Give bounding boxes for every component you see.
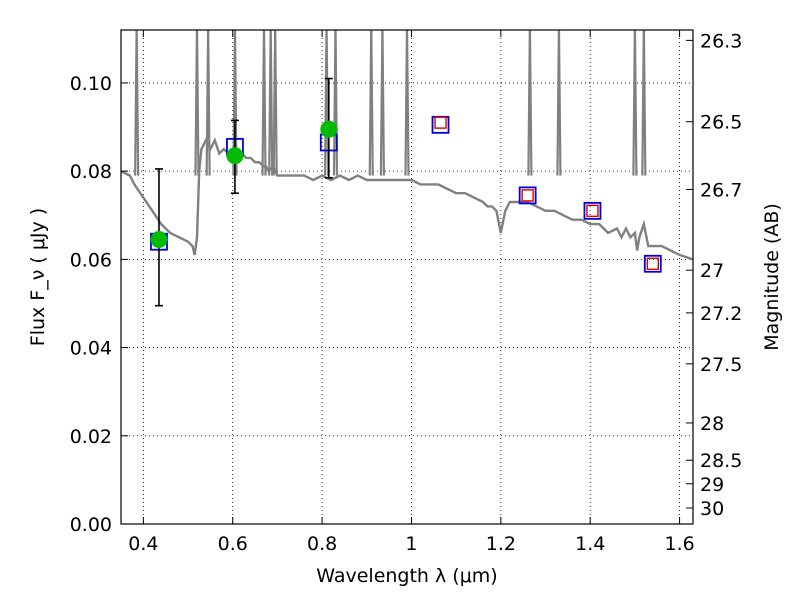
emission-spike: [272, 30, 278, 176]
emission-spike: [205, 30, 211, 176]
emission-spike: [261, 30, 267, 176]
mag-tick-label: 27.2: [700, 303, 742, 325]
x-tick-label: 1.6: [664, 533, 694, 555]
y-right-axis-title: Magnitude (AB): [761, 203, 783, 351]
mag-tick-label: 28: [700, 413, 724, 435]
x-tick-label: 1.4: [575, 533, 605, 555]
x-tick-label: 1: [405, 533, 417, 555]
emission-spike: [323, 30, 330, 176]
predicted-flux-square: [586, 204, 599, 218]
axis-ticks: 0.4 0.6 0.8 1 1.2 1.4 1.6 0.00 0.02 0.04 0.06 0.08 0…: [70, 30, 742, 555]
plot-frame: [120, 29, 694, 525]
x-tick-label: 0.8: [307, 533, 337, 555]
model-flux-square: [583, 201, 602, 220]
y-tick-label: 0.00: [70, 514, 112, 536]
x-axis-title: Wavelength λ (μm): [316, 565, 497, 587]
emission-spike: [368, 30, 374, 176]
mag-tick-label: 28.5: [700, 450, 742, 472]
observed-flux-point: [226, 147, 244, 165]
mag-tick-label: 26.5: [700, 112, 742, 134]
emission-spike: [134, 30, 140, 176]
emission-spike: [232, 30, 238, 176]
mag-tick-label: 29: [700, 474, 724, 496]
mag-tick-label: 30: [700, 498, 724, 520]
y-tick-label: 0.04: [70, 338, 112, 360]
emission-spike: [194, 30, 200, 176]
mag-tick-label: 27: [700, 260, 724, 282]
y-tick-label: 0.02: [70, 426, 112, 448]
y-tick-label: 0.08: [70, 161, 112, 183]
observed-flux-point: [320, 120, 338, 138]
model-flux-square: [518, 186, 537, 205]
spectrum-line: [121, 137, 693, 261]
mag-tick-label: 27.5: [700, 354, 742, 376]
emission-spike: [527, 30, 533, 176]
emission-spike: [632, 30, 638, 176]
observed-flux-point: [150, 231, 168, 249]
predicted-flux-square: [646, 257, 659, 270]
predicted-flux-square: [521, 189, 534, 202]
emission-spike: [379, 30, 386, 176]
data-series: [121, 77, 693, 307]
emission-spike: [404, 30, 410, 176]
predicted-flux-square: [434, 116, 447, 129]
emission-spikes: [134, 30, 647, 176]
y-axis-title: Flux F_ν ( μJy ): [27, 208, 49, 346]
emission-spike: [332, 30, 339, 176]
x-tick-label: 0.6: [218, 533, 248, 555]
emission-spike: [268, 30, 274, 176]
emission-spike: [641, 30, 647, 176]
emission-spike: [556, 30, 562, 176]
spectrum-line-group: [121, 137, 693, 261]
mag-tick-label: 26.3: [700, 30, 742, 52]
x-tick-label: 0.4: [128, 533, 158, 555]
model-flux-square: [643, 254, 662, 273]
y-tick-label: 0.06: [70, 249, 112, 271]
y-tick-label: 0.10: [70, 73, 112, 95]
x-tick-label: 1.2: [486, 533, 516, 555]
mag-tick-label: 26.7: [700, 179, 742, 201]
